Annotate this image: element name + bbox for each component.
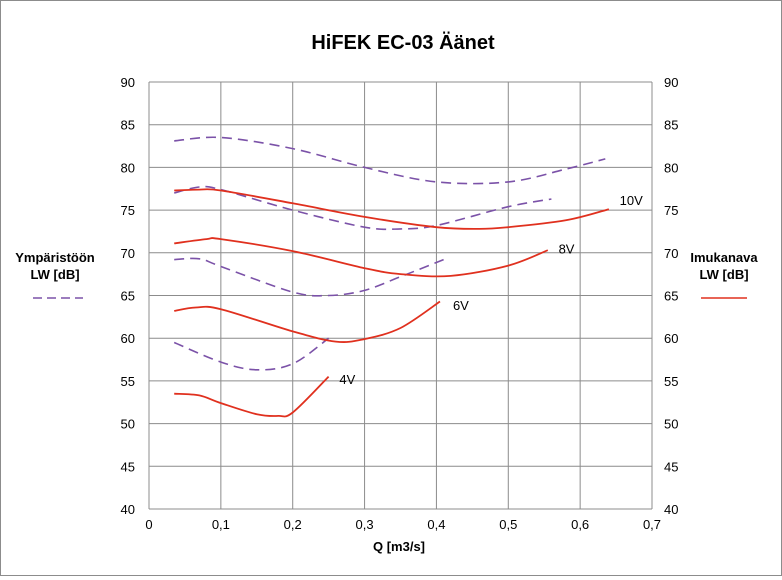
y-right-tick-label: 55 (664, 374, 678, 389)
series-labels: 10V 8V 6V 4V (339, 193, 643, 387)
y-left-tick-label: 40 (121, 502, 135, 517)
y-left-tick-label: 75 (121, 203, 135, 218)
series-label-6v: 6V (453, 298, 469, 313)
x-tick-label: 0,7 (643, 517, 661, 532)
series-lines (173, 136, 610, 418)
x-tick-label: 0,6 (571, 517, 589, 532)
y-right-tick-label: 70 (664, 246, 678, 261)
left-axis-label-line1: Ympäristöön (15, 250, 95, 265)
y-left-tick-label: 70 (121, 246, 135, 261)
y-right-tick-label: 60 (664, 331, 678, 346)
y-right-tick-label: 75 (664, 203, 678, 218)
series-line-imukanava-8v (174, 237, 549, 278)
series-line-ymparisto-6v (174, 257, 444, 297)
x-tick-label: 0,2 (284, 517, 302, 532)
x-tick-label: 0,5 (499, 517, 517, 532)
series-label-8v: 8V (559, 242, 575, 257)
x-tick-label: 0,3 (356, 517, 374, 532)
y-right-tick-label: 90 (664, 75, 678, 90)
series-line-ymparisto-8v (174, 185, 552, 231)
series-line-imukanava-10v (174, 188, 610, 230)
y-left-tick-label: 85 (121, 118, 135, 133)
y-right-tick-label: 45 (664, 459, 678, 474)
series-line-ymparisto-10v (174, 136, 606, 185)
right-axis-label-line2: LW [dB] (699, 267, 748, 282)
x-tick-labels: 0 0,1 0,2 0,3 0,4 0,5 0,6 0,7 (145, 517, 661, 532)
y-left-tick-label: 50 (121, 417, 135, 432)
series-label-4v: 4V (339, 372, 355, 387)
x-tick-label: 0,1 (212, 517, 230, 532)
series-label-10v: 10V (620, 193, 643, 208)
series-line-ymparisto-4v (173, 337, 330, 371)
x-axis-label: Q [m3/s] (373, 539, 425, 554)
y-left-tick-label: 90 (121, 75, 135, 90)
chart-title: HiFEK EC-03 Äänet (311, 31, 495, 54)
y-right-tick-label: 50 (664, 417, 678, 432)
grid (148, 81, 653, 510)
left-legend: Ympäristöön LW [dB] (15, 250, 95, 299)
series-line-imukanava-6v (174, 300, 441, 343)
right-legend: Imukanava LW [dB] (690, 250, 758, 299)
x-tick-label: 0 (145, 517, 152, 532)
y-left-tick-label: 55 (121, 374, 135, 389)
y-left-tick-label: 45 (121, 459, 135, 474)
y-left-tick-labels: 40 45 50 55 60 65 70 75 80 85 90 (121, 75, 135, 517)
y-right-tick-label: 40 (664, 502, 678, 517)
y-left-tick-label: 60 (121, 331, 135, 346)
right-axis-label-line1: Imukanava (690, 250, 758, 265)
y-right-tick-labels: 40 45 50 55 60 65 70 75 80 85 90 (664, 75, 678, 517)
y-left-tick-label: 65 (121, 289, 135, 304)
y-right-tick-label: 85 (664, 118, 678, 133)
left-axis-label-line2: LW [dB] (30, 267, 79, 282)
series-line-imukanava-4v (174, 375, 330, 418)
y-right-tick-label: 80 (664, 160, 678, 175)
x-tick-label: 0,4 (427, 517, 445, 532)
y-left-tick-label: 80 (121, 160, 135, 175)
y-right-tick-label: 65 (664, 289, 678, 304)
